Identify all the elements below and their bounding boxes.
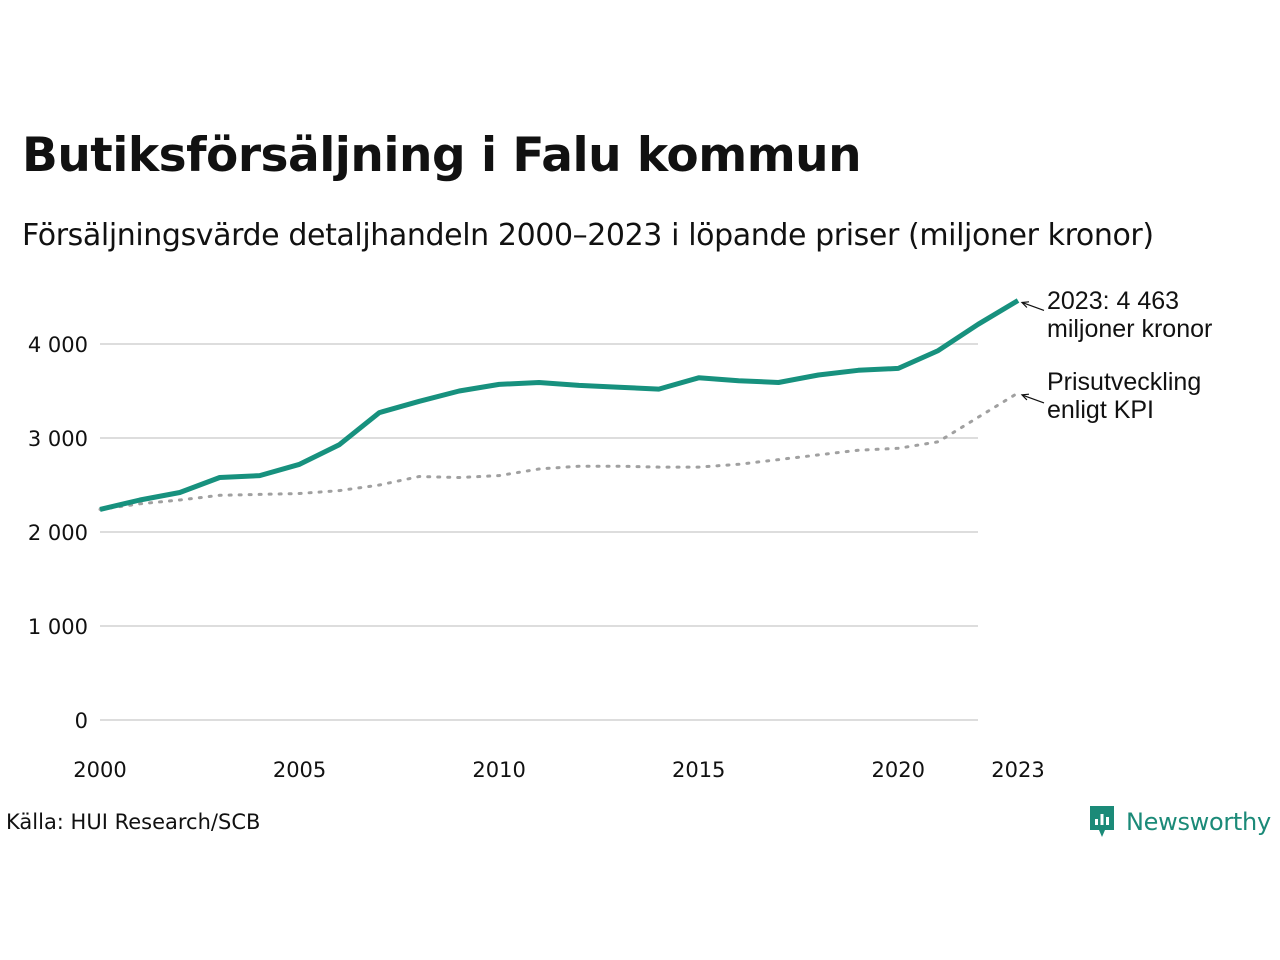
y-tick-label-3000: 3 000	[28, 427, 88, 451]
annotation-text-sales-1: 2023: 4 463	[1047, 287, 1179, 315]
y-tick-label-2000: 2 000	[28, 521, 88, 545]
grid-layer	[100, 343, 978, 721]
chart-title: Butiksförsäljning i Falu kommun	[22, 128, 862, 183]
x-tick-label-2005: 2005	[273, 758, 326, 782]
x-tick-label-2015: 2015	[672, 758, 725, 782]
x-tick-label-2023: 2023	[991, 758, 1044, 782]
series-line-kpi	[98, 391, 1020, 511]
y-tick-label-1000: 1 000	[28, 615, 88, 639]
source-note: Källa: HUI Research/SCB	[6, 810, 261, 834]
annotation-arrow-kpi	[1021, 394, 1045, 404]
annotation-arrowhead-kpi	[1020, 393, 1030, 401]
annotation-text-kpi-1: Prisutveckling	[1047, 368, 1201, 396]
newsworthy-brand[interactable]: Newsworthy	[1088, 804, 1271, 840]
x-axis-tick-labels: 2000 2005 2010 2015 2020 2023	[73, 758, 1044, 782]
chart-subtitle: Försäljningsvärde detaljhandeln 2000–202…	[22, 218, 1154, 253]
series-layer	[98, 298, 1020, 512]
y-axis-tick-labels: 0 1 000 2 000 3 000 4 000	[28, 333, 88, 733]
annotation-text-sales-2: miljoner kronor	[1047, 315, 1212, 343]
brand-name: Newsworthy	[1126, 808, 1271, 836]
annotation-arrow-sales	[1021, 301, 1045, 312]
annotation-arrowhead-sales	[1020, 301, 1030, 308]
newsworthy-logo-icon	[1090, 806, 1114, 837]
x-tick-label-2000: 2000	[73, 758, 126, 782]
series-line-sales	[99, 298, 1020, 512]
y-tick-label-4000: 4 000	[28, 333, 88, 357]
annotation-text-kpi-2: enligt KPI	[1047, 396, 1154, 424]
x-tick-label-2020: 2020	[872, 758, 925, 782]
x-tick-label-2010: 2010	[472, 758, 525, 782]
y-tick-label-0: 0	[75, 709, 88, 733]
